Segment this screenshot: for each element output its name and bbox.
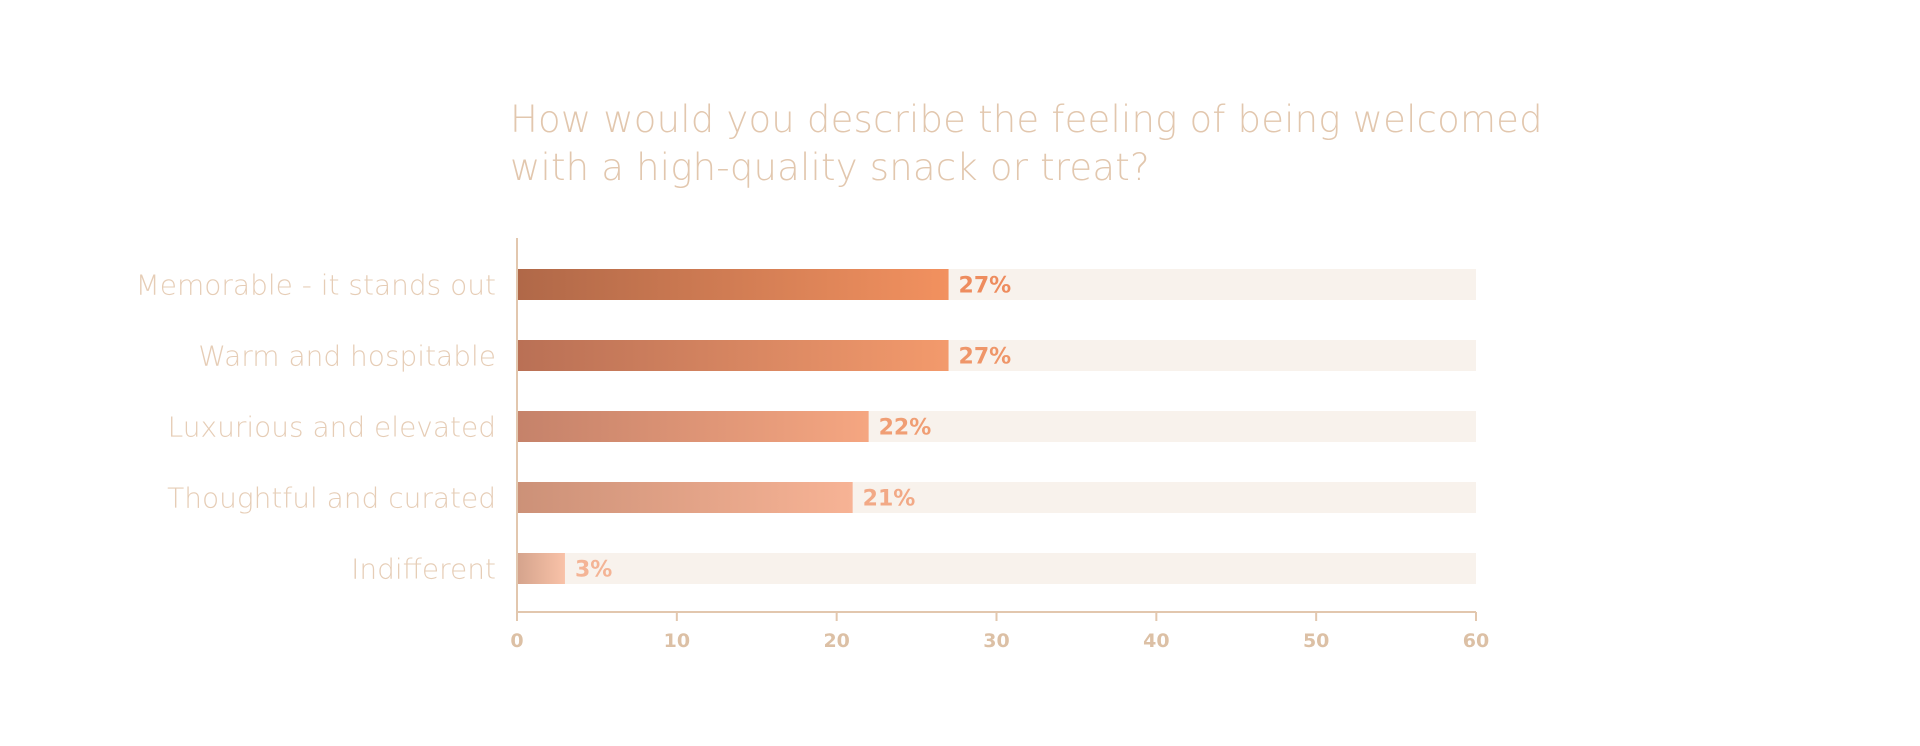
bar — [517, 411, 869, 442]
category-label: Memorable - it stands out — [136, 269, 496, 302]
category-label: Luxurious and elevated — [168, 411, 496, 444]
bar-track — [517, 553, 1476, 584]
x-tick-label: 10 — [664, 630, 690, 652]
bar — [517, 482, 853, 513]
x-tick-label: 30 — [983, 630, 1009, 652]
x-tick-label: 60 — [1463, 630, 1489, 652]
data-label: 27% — [959, 345, 1012, 370]
data-label: 3% — [575, 558, 612, 583]
x-tick-label: 20 — [823, 630, 849, 652]
chart-title: How would you describe the feeling of be… — [510, 98, 1543, 189]
x-tick-label: 50 — [1303, 630, 1329, 652]
bar — [517, 340, 949, 371]
data-label: 27% — [959, 274, 1012, 299]
data-label: 21% — [863, 487, 916, 512]
category-label: Indifferent — [351, 553, 496, 586]
category-label: Warm and hospitable — [198, 340, 496, 373]
bar — [517, 269, 949, 300]
x-tick-label: 40 — [1143, 630, 1169, 652]
x-tick-label: 0 — [510, 630, 523, 652]
bar — [517, 553, 565, 584]
category-label: Thoughtful and curated — [167, 482, 496, 515]
data-label: 22% — [879, 416, 932, 441]
